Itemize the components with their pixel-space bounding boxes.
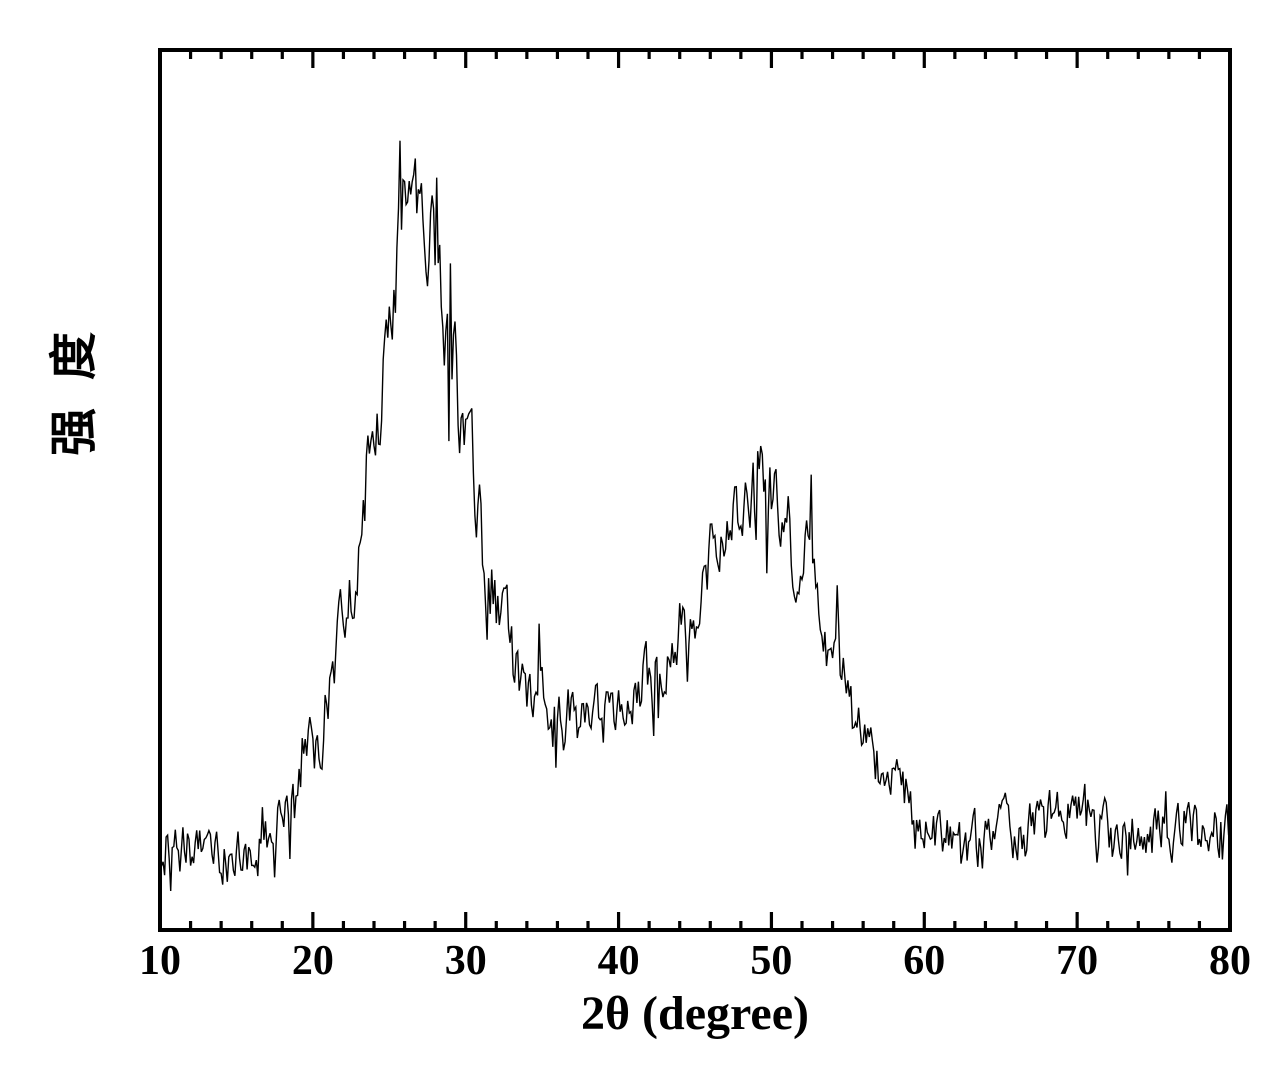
x-tick-label: 40 [598, 938, 640, 984]
x-tick-label: 70 [1056, 938, 1098, 984]
x-axis-label: 2θ (degree) [0, 986, 1288, 1041]
x-tick-label: 80 [1209, 938, 1251, 984]
x-tick-label: 20 [292, 938, 334, 984]
x-tick-label: 30 [445, 938, 487, 984]
x-tick-label: 10 [139, 938, 181, 984]
xrd-figure: 10 20 30 40 50 60 70 80 强 度 2θ (degree) [0, 0, 1288, 1083]
x-tick-label: 50 [750, 938, 792, 984]
y-axis-label: 强 度 [40, 170, 98, 610]
x-tick-label: 60 [903, 938, 945, 984]
plot-svg: 10 20 30 40 50 60 70 80 [0, 0, 1288, 1083]
